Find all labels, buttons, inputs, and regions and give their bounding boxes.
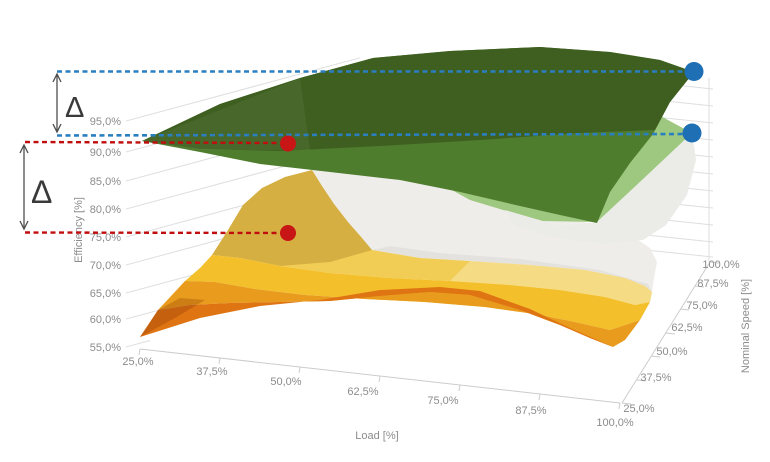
load-tick-label: 62,5% bbox=[347, 386, 378, 398]
speed-axis-tick bbox=[621, 402, 632, 405]
load-axis-tick bbox=[538, 393, 541, 401]
right-wall-gridline bbox=[645, 234, 714, 243]
efficiency-axis-title: Efficiency [%] bbox=[73, 197, 85, 263]
marker-dot-blue-upper bbox=[684, 62, 704, 81]
efficiency-tick-label: 75,0% bbox=[90, 232, 121, 244]
marker-dot-blue-lower bbox=[682, 123, 702, 143]
load-tick-label: 87,5% bbox=[515, 405, 546, 417]
speed-tick-label: 100,0% bbox=[702, 259, 740, 271]
efficiency-tick-label: 80,0% bbox=[90, 204, 121, 216]
speed-axis-title: Nominal Speed [%] bbox=[740, 279, 752, 373]
load-tick-label: 50,0% bbox=[270, 376, 301, 388]
surface-lower-band-white bbox=[312, 167, 657, 292]
speed-axis-tick bbox=[636, 379, 647, 382]
speed-tick-labels: 25,0% 37,5% 50,0% 62,5% 75,0% 87,5% 100,0% bbox=[623, 259, 739, 415]
speed-tick-label: 25,0% bbox=[623, 403, 654, 415]
speed-tick-label: 87,5% bbox=[697, 278, 728, 290]
load-axis-tick bbox=[378, 375, 381, 383]
value-gridline bbox=[125, 57, 361, 122]
surface-lower-band-orange bbox=[140, 287, 613, 347]
load-tick-label: 37,5% bbox=[196, 366, 227, 378]
marker-dot-red-upper bbox=[280, 135, 296, 152]
speed-axis bbox=[621, 261, 720, 405]
speed-axis-tick bbox=[665, 332, 676, 335]
load-axis-tick bbox=[218, 357, 221, 365]
speed-tick-label: 62,5% bbox=[671, 322, 702, 334]
load-tick-label: 25,0% bbox=[122, 356, 153, 368]
load-axis-tick bbox=[298, 366, 301, 374]
delta-symbol-lower: Δ bbox=[31, 174, 52, 210]
right-wall-gridline bbox=[645, 249, 714, 258]
speed-axis-tick bbox=[694, 285, 705, 288]
efficiency-tick-label: 95,0% bbox=[90, 116, 121, 128]
surface-lower-band-lightyellow-highlight bbox=[450, 261, 652, 305]
efficiency-tick-label: 60,0% bbox=[90, 314, 121, 326]
surface-lower-band-white-shade bbox=[372, 246, 652, 292]
surface-lower-band-amber bbox=[158, 281, 640, 347]
speed-tick-label: 50,0% bbox=[656, 346, 687, 358]
speed-tick-label: 75,0% bbox=[686, 300, 717, 312]
surface-lower-band-mustard-shade bbox=[212, 170, 372, 266]
marker-dot-red-lower bbox=[280, 225, 296, 241]
load-tick-label: 75,0% bbox=[427, 395, 458, 407]
surfaces bbox=[140, 47, 696, 347]
delta-arrow-upper bbox=[52, 72, 62, 134]
arrow-head-down-icon bbox=[19, 220, 29, 231]
load-axis-tick bbox=[618, 402, 621, 410]
load-axis-tick bbox=[138, 348, 141, 356]
efficiency-tick-label: 90,0% bbox=[90, 147, 121, 159]
annotations: ΔΔ bbox=[19, 62, 704, 241]
arrow-head-up-icon bbox=[52, 72, 62, 83]
value-gridline bbox=[125, 340, 151, 348]
speed-tick-label: 37,5% bbox=[640, 372, 671, 384]
surface-lower-band-lightyellow bbox=[212, 170, 652, 305]
efficiency-tick-label: 55,0% bbox=[90, 342, 121, 354]
arrow-head-up-icon bbox=[19, 143, 29, 154]
surface-upper-band-dark bbox=[142, 47, 694, 151]
load-axis-title: Load [%] bbox=[355, 430, 398, 442]
load-axis bbox=[138, 348, 621, 410]
delta-guide-blue-lower bbox=[56, 132, 684, 137]
efficiency-tick-label: 65,0% bbox=[90, 288, 121, 300]
speed-axis-tick bbox=[650, 355, 661, 358]
efficiency-tick-label: 85,0% bbox=[90, 176, 121, 188]
arrow-head-down-icon bbox=[52, 123, 62, 134]
surface-upper-sheen bbox=[142, 78, 310, 150]
speed-axis-tick bbox=[679, 308, 690, 311]
load-tick-labels: 25,0% 37,5% 50,0% 62,5% 75,0% 87,5% 100,0% bbox=[122, 356, 633, 429]
load-axis-tick bbox=[458, 384, 461, 392]
efficiency-tick-labels: 95,0% 90,0% 85,0% 80,0% 75,0% 70,0% 65,0% 60,0%… bbox=[90, 116, 121, 354]
load-tick-label: 100,0% bbox=[596, 417, 634, 429]
delta-arrow-lower bbox=[19, 143, 29, 231]
efficiency-tick-label: 70,0% bbox=[90, 260, 121, 272]
axis-titles: Load [%] Efficiency [%] Nominal Speed [%] bbox=[73, 197, 752, 442]
delta-symbol-upper: Δ bbox=[65, 92, 84, 124]
speed-axis-line bbox=[621, 261, 711, 404]
speed-axis-tick bbox=[709, 261, 720, 264]
surface-middle-band-white bbox=[505, 133, 696, 244]
surface-lower-tip-shade bbox=[140, 298, 205, 337]
